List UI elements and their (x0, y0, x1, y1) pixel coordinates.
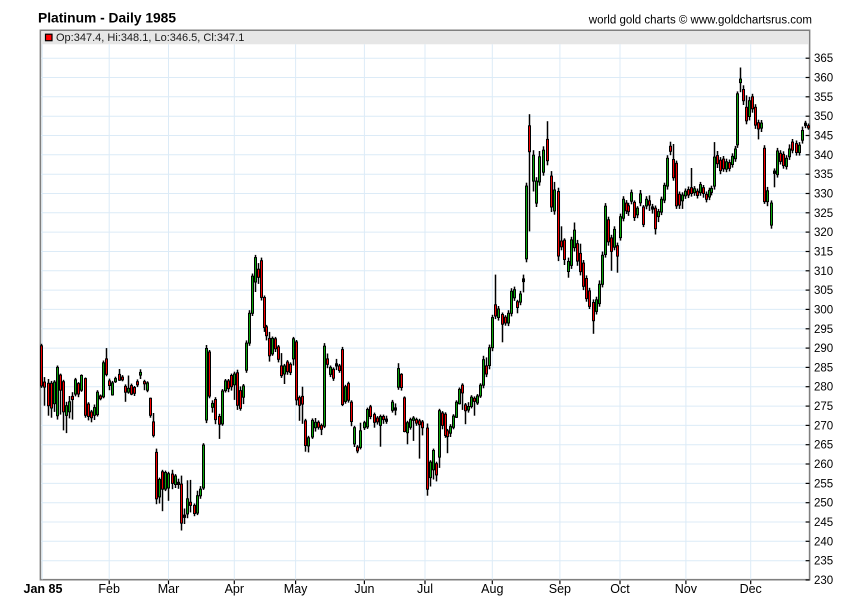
svg-text:Sep: Sep (549, 582, 571, 596)
svg-text:Nov: Nov (675, 582, 698, 596)
svg-text:260: 260 (814, 459, 833, 471)
svg-text:350: 350 (814, 111, 833, 123)
svg-text:325: 325 (814, 208, 833, 220)
svg-text:345: 345 (814, 131, 833, 143)
svg-text:world gold charts © www.goldch: world gold charts © www.goldchartsrus.co… (588, 15, 812, 27)
svg-text:320: 320 (814, 227, 833, 239)
svg-text:275: 275 (814, 401, 833, 413)
svg-text:280: 280 (814, 382, 833, 394)
svg-text:340: 340 (814, 150, 833, 162)
svg-text:270: 270 (814, 420, 833, 432)
svg-text:Jun: Jun (354, 582, 374, 596)
svg-text:Jan 85: Jan 85 (24, 582, 63, 596)
svg-text:Dec: Dec (740, 582, 762, 596)
svg-text:Oct: Oct (610, 582, 630, 596)
svg-text:335: 335 (814, 169, 833, 181)
svg-text:310: 310 (814, 266, 833, 278)
svg-text:300: 300 (814, 304, 833, 316)
svg-text:235: 235 (814, 556, 833, 568)
svg-text:240: 240 (814, 536, 833, 548)
svg-text:305: 305 (814, 285, 833, 297)
svg-text:Aug: Aug (481, 582, 503, 596)
svg-text:265: 265 (814, 440, 833, 452)
svg-text:330: 330 (814, 189, 833, 201)
svg-text:315: 315 (814, 247, 833, 259)
svg-text:360: 360 (814, 73, 833, 85)
svg-text:285: 285 (814, 362, 833, 374)
svg-text:Op:347.4, Hi:348.1, Lo:346.5,: Op:347.4, Hi:348.1, Lo:346.5, Cl:347.1 (56, 32, 244, 44)
svg-text:365: 365 (814, 53, 833, 65)
svg-text:May: May (284, 582, 308, 596)
svg-text:Feb: Feb (98, 582, 120, 596)
svg-text:355: 355 (814, 92, 833, 104)
svg-text:Platinum - Daily 1985: Platinum - Daily 1985 (38, 11, 176, 26)
svg-text:Mar: Mar (158, 582, 180, 596)
svg-text:Apr: Apr (225, 582, 244, 596)
svg-text:290: 290 (814, 343, 833, 355)
svg-text:295: 295 (814, 324, 833, 336)
svg-text:245: 245 (814, 517, 833, 529)
svg-text:Jul: Jul (417, 582, 433, 596)
svg-text:230: 230 (814, 575, 833, 587)
svg-text:250: 250 (814, 498, 833, 510)
svg-text:255: 255 (814, 478, 833, 490)
